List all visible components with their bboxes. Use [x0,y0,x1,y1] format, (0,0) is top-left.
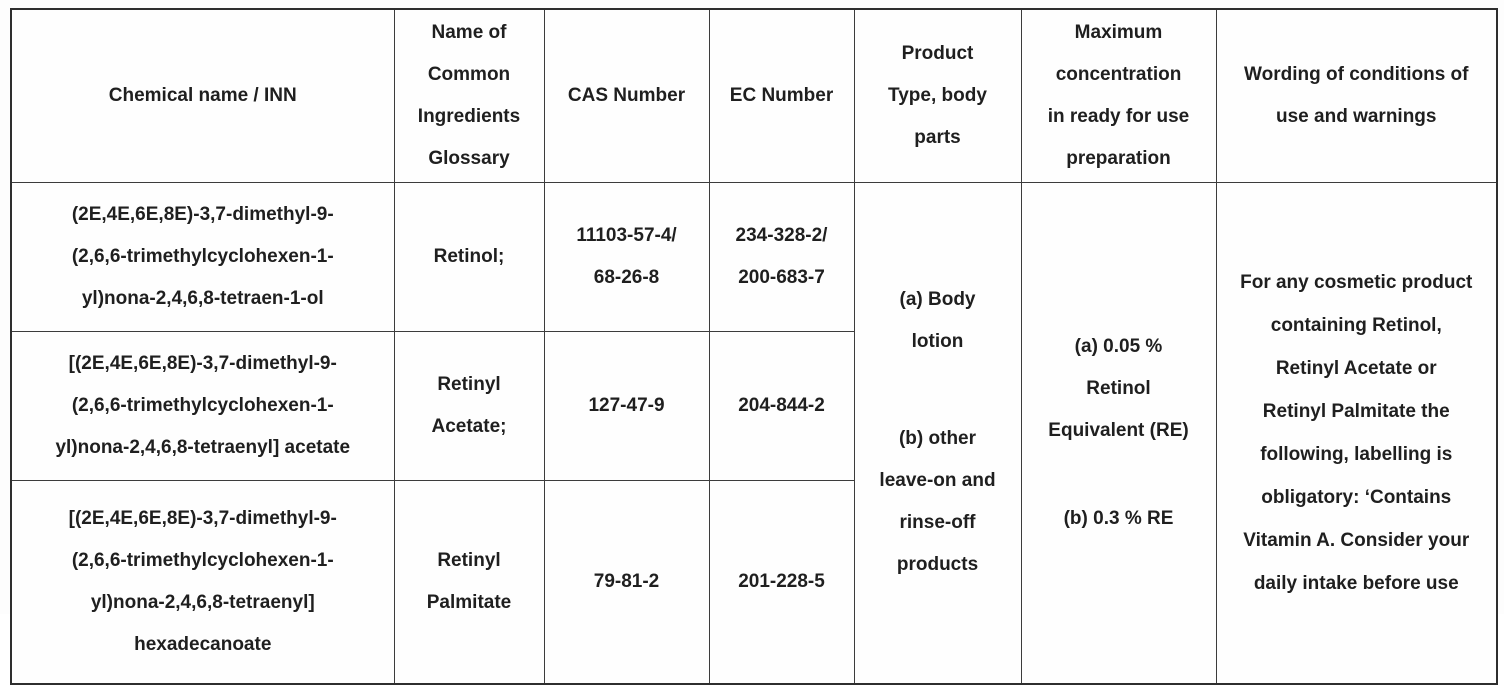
cell-chemical-name: [(2E,4E,6E,8E)-3,7-dimethyl-9- (2,6,6-tr… [10,330,395,481]
product-type-option-b: (b) other leave-on and rinse-off product… [879,427,996,575]
header-ec-number: EC Number [708,8,855,183]
table-row-retinyl-acetate: [(2E,4E,6E,8E)-3,7-dimethyl-9- (2,6,6-tr… [10,330,1497,481]
product-type-option-a: (a) Body lotion [899,289,976,353]
cell-glossary-name: Retinyl Acetate; [393,330,545,481]
wording-text: For any cosmetic product containing Reti… [1240,271,1473,594]
cell-glossary-name: Retinol; [393,181,545,332]
max-concentration-option-a: (a) 0.05 % Retinol Equivalent (RE) [1048,335,1189,441]
cell-cas-number: 127-47-9 [543,330,710,481]
cell-chemical-name: [(2E,4E,6E,8E)-3,7-dimethyl-9- (2,6,6-tr… [10,479,395,685]
cell-cas-number: 11103-57-4/ 68-26-8 [543,181,710,332]
max-concentration-content: (a) 0.05 % Retinol Equivalent (RE) (b) 0… [1028,225,1210,641]
merged-cell-max-concentration: (a) 0.05 % Retinol Equivalent (RE) (b) 0… [1020,181,1217,684]
header-cas-number: CAS Number [543,8,710,183]
cell-ec-number: 201-228-5 [708,479,855,685]
header-row: Chemical name / INN Name of Common Ingre… [10,8,1498,183]
ingredients-regulation-table: Chemical name / INN Name of Common Ingre… [10,8,1498,685]
merged-cell-product-type: (a) Body lotion (b) other leave-on and r… [853,181,1022,684]
cell-ec-number: 204-844-2 [708,330,855,481]
header-glossary-name: Name of Common Ingredients Glossary [393,8,545,183]
max-concentration-option-b: (b) 0.3 % RE [1063,507,1174,529]
table-row-retinol: (2E,4E,6E,8E)-3,7-dimethyl-9- (2,6,6-tri… [10,181,1498,684]
header-wording: Wording of conditions of use and warning… [1215,8,1498,183]
header-product-type: Product Type, body parts [853,8,1022,183]
product-type-content: (a) Body lotion (b) other leave-on and r… [861,225,1015,641]
header-max-concentration: Maximum concentration in ready for use p… [1020,8,1217,183]
document-page: Chemical name / INN Name of Common Ingre… [10,8,1498,685]
cell-cas-number: 79-81-2 [543,479,710,685]
cell-glossary-name: Retinyl Palmitate [393,479,545,685]
cell-chemical-name: (2E,4E,6E,8E)-3,7-dimethyl-9- (2,6,6-tri… [10,181,395,332]
merged-cell-wording: For any cosmetic product containing Reti… [1215,181,1498,684]
cell-ec-number: 234-328-2/ 200-683-7 [708,181,855,332]
header-chemical-name: Chemical name / INN [10,8,395,183]
